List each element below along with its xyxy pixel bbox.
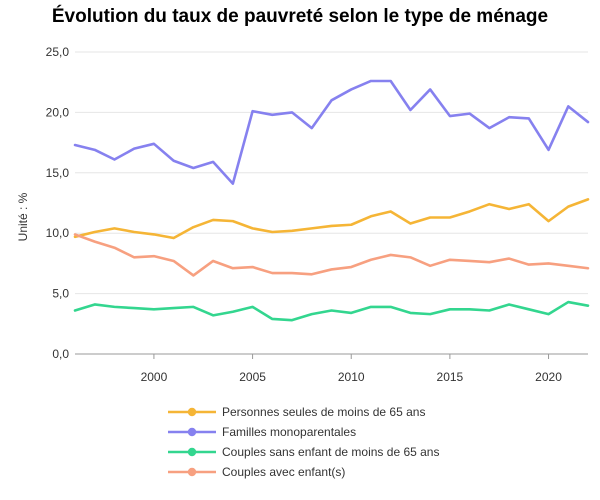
legend: Personnes seules de moins de 65 ans Famil… <box>168 405 439 479</box>
y-tick-label: 25,0 <box>46 45 70 59</box>
x-tick-label: 2015 <box>437 370 464 384</box>
y-tick-label: 10,0 <box>46 226 70 240</box>
legend-label: Familles monoparentales <box>222 425 356 439</box>
legend-item: Familles monoparentales <box>168 425 356 439</box>
y-axis-title: Unité : % <box>16 192 30 241</box>
axes: 0,0 5,0 10,0 15,0 20,0 25,0 2000 2005 2010 2015 20… <box>16 45 588 384</box>
series-line-0 <box>73 198 590 240</box>
legend-item: Couples avec enfant(s) <box>168 465 345 479</box>
legend-item: Couples sans enfant de moins de 65 ans <box>168 445 439 459</box>
y-tick-label: 15,0 <box>46 166 70 180</box>
grid-lines <box>75 51 588 295</box>
series-line-2 <box>73 300 590 322</box>
series-line-3 <box>73 233 590 277</box>
series-line-1 <box>73 79 590 185</box>
x-tick-label: 2010 <box>338 370 365 384</box>
legend-swatch-marker <box>187 407 197 417</box>
x-tick-label: 2005 <box>239 370 266 384</box>
legend-label: Personnes seules de moins de 65 ans <box>222 405 425 419</box>
y-tick-label: 20,0 <box>46 105 70 119</box>
legend-swatch-marker <box>187 427 197 437</box>
legend-label: Couples avec enfant(s) <box>222 465 345 479</box>
series-lines <box>73 79 590 322</box>
x-tick-label: 2000 <box>141 370 168 384</box>
chart-title: Évolution du taux de pauvreté selon le t… <box>51 6 549 27</box>
legend-swatch-marker <box>187 447 197 457</box>
x-tick-label: 2020 <box>535 370 562 384</box>
y-tick-label: 0,0 <box>52 347 69 361</box>
y-tick-label: 5,0 <box>52 287 69 301</box>
legend-swatch-marker <box>187 467 197 477</box>
legend-label: Couples sans enfant de moins de 65 ans <box>222 445 439 459</box>
legend-item: Personnes seules de moins de 65 ans <box>168 405 425 419</box>
